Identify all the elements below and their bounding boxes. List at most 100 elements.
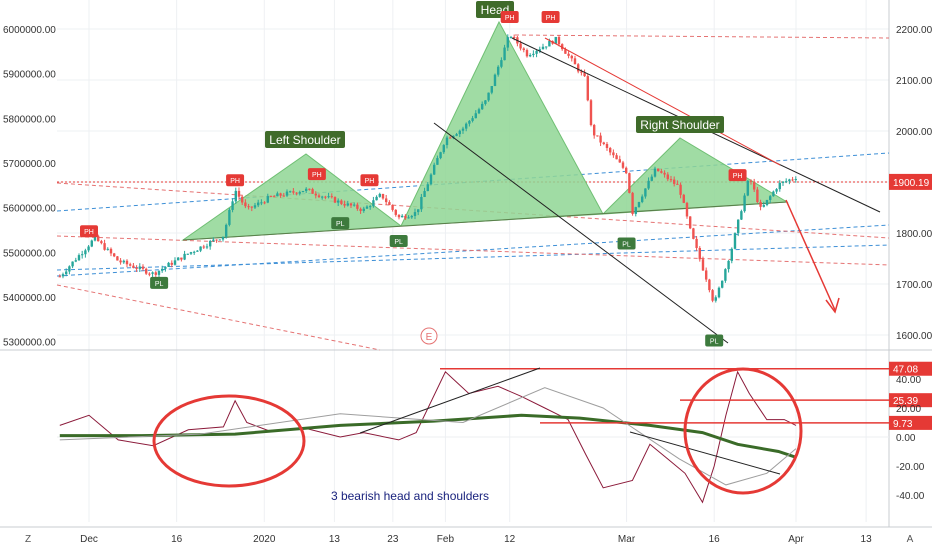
right-tick-0: 2200.00 <box>896 25 932 36</box>
candle-body-54 <box>231 201 234 210</box>
corner-label-left: Z <box>25 534 31 545</box>
candle-body-150 <box>538 49 541 51</box>
candle-body-195 <box>682 194 685 203</box>
candle-body-199 <box>695 238 698 248</box>
pivot-marker-8 <box>541 11 560 23</box>
candle-body-105 <box>394 209 397 215</box>
x-tick-10: 13 <box>861 534 873 545</box>
osc-series-1 <box>59 413 797 459</box>
candle-body-99 <box>375 196 378 201</box>
candle-body-138 <box>500 60 503 67</box>
candle-body-160 <box>570 55 573 59</box>
candle-body-73 <box>292 191 295 193</box>
candle-body-59 <box>247 206 250 208</box>
left-tick-7: 5300000.00 <box>3 338 56 349</box>
left-tick-4: 5600000.00 <box>3 204 56 215</box>
candle-body-175 <box>618 159 621 163</box>
candle-body-118 <box>436 158 439 165</box>
candle-body-213 <box>740 211 743 220</box>
candle-body-107 <box>400 215 404 218</box>
candle-body-135 <box>490 86 493 93</box>
candle-body-52 <box>224 224 228 237</box>
candle-body-171 <box>605 143 609 148</box>
candle-body-225 <box>778 182 781 190</box>
candle-body-79 <box>311 189 314 194</box>
pivot-marker-label-6: PL <box>394 239 403 246</box>
candle-body-110 <box>410 215 413 218</box>
candle-body-80 <box>314 193 317 196</box>
candle-body-205 <box>714 297 717 301</box>
right-tick-2: 2000.00 <box>896 127 932 138</box>
bearish-arrow-shaft <box>785 199 836 311</box>
osc-tick-0: 40.00 <box>896 375 921 386</box>
candle-body-197 <box>688 216 692 229</box>
candle-body-169 <box>599 135 602 143</box>
pivot-marker-label-9: PL <box>622 242 631 249</box>
candle-body-126 <box>461 128 465 131</box>
left-shoulder-label-bg <box>265 131 345 148</box>
candle-body-46 <box>205 246 209 248</box>
candle-body-108 <box>404 215 407 219</box>
trend-red-1 <box>514 34 890 39</box>
candle-body-140 <box>506 37 509 48</box>
candle-body-36 <box>173 260 177 265</box>
candle-body-145 <box>522 48 525 51</box>
candle-body-67 <box>272 196 276 198</box>
candle-body-53 <box>228 209 231 225</box>
trend-blue-3 <box>56 244 890 271</box>
candle-body-218 <box>756 189 759 203</box>
candle-body-101 <box>381 193 385 199</box>
candle-body-165 <box>586 76 589 101</box>
candle-body-112 <box>416 209 420 213</box>
candle-body-162 <box>576 64 580 72</box>
red-slope-line <box>544 37 781 166</box>
pivot-marker-10 <box>728 169 747 182</box>
candle-body-170 <box>602 142 605 144</box>
candle-body-226 <box>781 181 785 183</box>
candle-body-5 <box>74 260 77 262</box>
x-tick-1: 16 <box>171 534 183 545</box>
pivot-marker-5 <box>360 174 379 187</box>
pivot-marker-4 <box>331 217 350 230</box>
candle-body-39 <box>183 253 186 260</box>
candle-body-1 <box>61 274 65 277</box>
candle-body-60 <box>250 206 253 208</box>
left-shoulder-label: Left Shoulder <box>269 133 340 147</box>
candle-body-2 <box>64 271 68 275</box>
candle-body-147 <box>528 55 532 57</box>
left-tick-1: 5900000.00 <box>3 70 56 81</box>
x-tick-5: Feb <box>437 534 455 545</box>
candle-body-58 <box>244 202 247 207</box>
candle-body-136 <box>493 74 497 87</box>
candle-body-86 <box>333 197 337 203</box>
candle-body-40 <box>186 253 189 255</box>
pivot-marker-label-8: PH <box>546 15 556 22</box>
candle-body-103 <box>388 202 391 205</box>
candle-body-55 <box>234 190 237 202</box>
candle-body-85 <box>330 196 333 198</box>
candle-body-189 <box>663 172 666 175</box>
candle-body-184 <box>647 180 650 189</box>
candle-body-122 <box>448 137 452 139</box>
candle-body-68 <box>276 193 279 197</box>
pivot-marker-0 <box>80 225 98 238</box>
candle-body-203 <box>708 279 711 291</box>
left-tick-3: 5700000.00 <box>3 159 56 170</box>
candle-body-64 <box>263 202 266 204</box>
candle-body-211 <box>733 233 737 249</box>
osc-circle-right <box>683 367 803 495</box>
candle-body-4 <box>71 261 74 267</box>
candle-body-142 <box>512 36 516 38</box>
candle-body-91 <box>349 203 353 206</box>
candle-body-127 <box>464 123 468 129</box>
pivot-marker-label-0: PH <box>84 229 94 236</box>
candle-body-114 <box>423 191 426 197</box>
candle-body-42 <box>192 251 196 253</box>
candle-body-183 <box>644 188 647 197</box>
candle-body-187 <box>656 168 660 172</box>
candle-body-117 <box>432 164 436 175</box>
candle-body-89 <box>343 203 346 206</box>
candle-body-63 <box>260 202 263 204</box>
osc-level-label-2: 9.73 <box>893 419 913 430</box>
candle-body-223 <box>772 191 775 197</box>
